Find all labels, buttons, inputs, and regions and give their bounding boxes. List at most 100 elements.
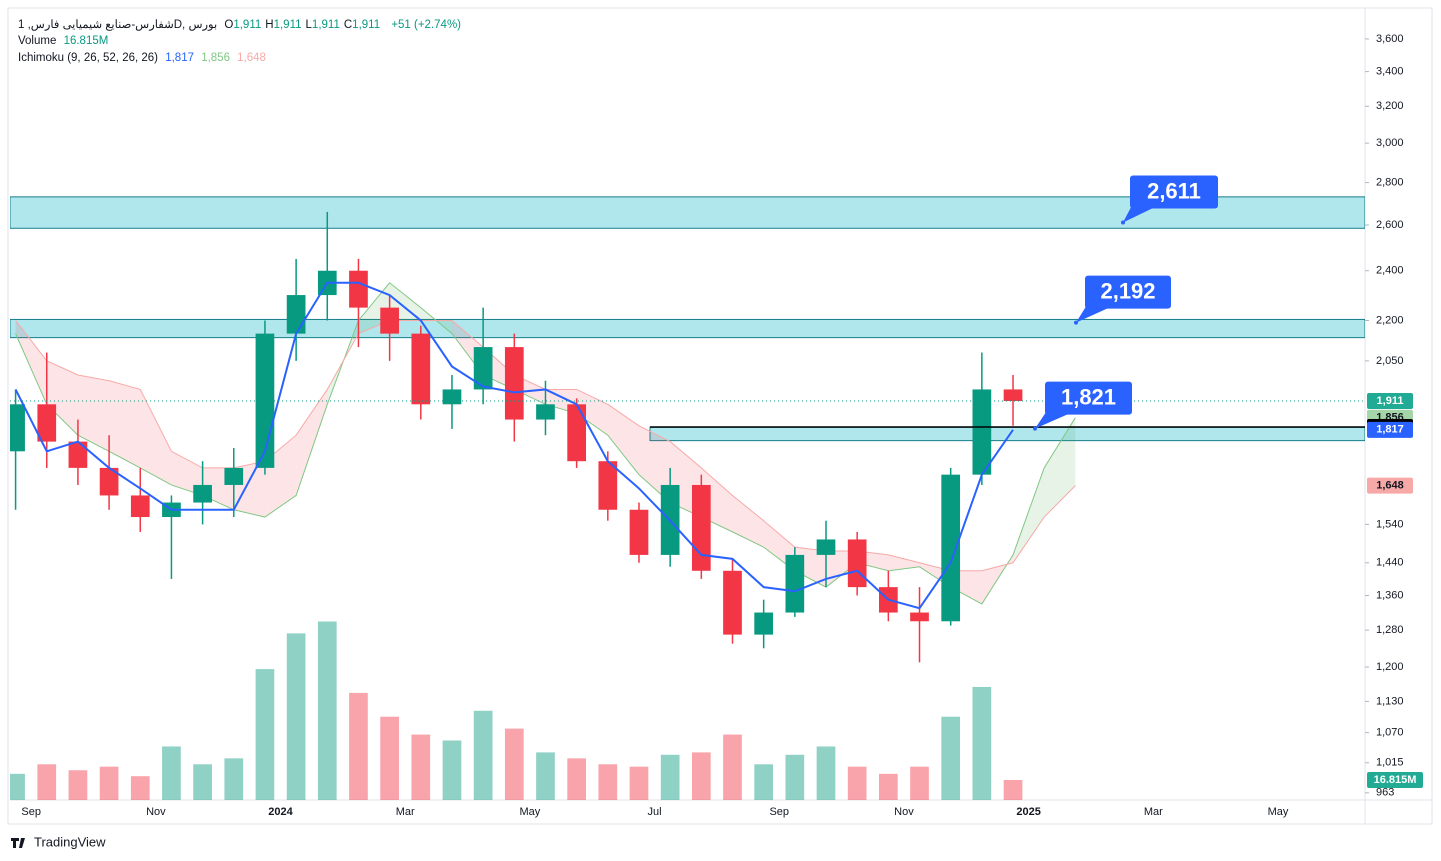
brand-logo (11, 838, 25, 848)
change: +51 (+2.74%) (391, 19, 461, 31)
plot (10, 196, 1365, 800)
candle-body (1003, 389, 1023, 402)
ohlc-key: H (265, 19, 274, 31)
ichimoku-legend: Ichimoku (9, 26, 52, 26, 26) 1,817 1,856… (18, 52, 270, 64)
volume-bar (910, 766, 929, 800)
volume-bar (349, 692, 368, 800)
volume-bar (37, 764, 57, 800)
volume-value: 16.815M (63, 35, 109, 47)
volume-bar (193, 764, 212, 800)
cloud-fill (1013, 467, 1045, 563)
candle-body (941, 474, 961, 622)
volume-tag-label: 16.815M (1374, 774, 1417, 786)
cloud-fill (109, 380, 141, 468)
candle-body (411, 333, 431, 405)
candle-body (99, 467, 119, 496)
x-tick-label: Nov (894, 806, 914, 818)
cloud-fill (15, 320, 47, 405)
x-tick-label: Mar (396, 806, 415, 818)
cloud-fill (296, 389, 328, 496)
volume-bar (411, 734, 431, 800)
volume-bar (754, 764, 774, 800)
volume-bar (723, 734, 742, 800)
candle-body (224, 467, 244, 485)
volume-bar (286, 633, 306, 800)
volume-bar (162, 746, 181, 800)
cloud-fill (888, 554, 920, 571)
x-tick-label: Sep (769, 806, 789, 818)
candle-body (847, 539, 867, 588)
ohlc-value: 1,911 (233, 19, 262, 31)
volume-bar (380, 716, 399, 800)
x-tick-label: 2024 (268, 806, 293, 818)
ohlc-value: 1,911 (273, 19, 302, 31)
cloud-fill (77, 374, 110, 452)
price-tag-label: 1,817 (1376, 424, 1404, 436)
x-tick-label: Nov (146, 806, 166, 818)
candle-body (193, 484, 212, 503)
candle-body (68, 441, 88, 468)
volume-bar (972, 686, 992, 800)
price-tag (1367, 421, 1413, 438)
x-tick-label: May (1268, 806, 1289, 818)
candle-body (37, 404, 57, 442)
callout-point (1033, 426, 1037, 431)
y-tick-label: 2,800 (1376, 177, 1404, 189)
candle-body (723, 570, 742, 635)
candle-body (691, 484, 711, 571)
y-tick-label: 2,400 (1376, 265, 1404, 277)
price-tag-label: 1,911 (1377, 395, 1404, 407)
volume-bar (660, 754, 680, 800)
volume-bar (878, 773, 898, 800)
volume-bar (224, 758, 244, 800)
candle-body (349, 270, 368, 308)
ichimoku-label: Ichimoku (9, 26, 52, 26, 26) (18, 52, 158, 64)
volume-legend: Volume 16.815M (18, 35, 112, 47)
y-tick-label: 2,200 (1376, 314, 1404, 326)
cloud-fill (140, 389, 172, 485)
x-tick-label: 2025 (1016, 806, 1040, 818)
candle-body (504, 347, 524, 420)
span-b-value: 1,648 (237, 52, 266, 64)
candle-body (286, 295, 306, 334)
y-tick-label: 963 (1376, 787, 1394, 799)
candle-body (910, 612, 929, 622)
y-tick-label: 1,200 (1376, 661, 1404, 673)
cloud-fill (638, 425, 671, 503)
volume-bar (598, 764, 618, 800)
volume-bar (99, 766, 119, 800)
candle-body (567, 404, 586, 462)
cloud-fill (46, 360, 78, 436)
y-tick-label: 1,015 (1376, 757, 1404, 769)
y-tick-label: 3,200 (1376, 100, 1404, 112)
span-b-line (15, 319, 1076, 572)
ohlc-value: 1,911 (311, 19, 340, 31)
callout-point (1074, 320, 1078, 325)
y-tick-label: 1,280 (1376, 624, 1404, 636)
callout-label: 1,821 (1061, 384, 1116, 409)
candle-body (536, 404, 555, 420)
ohlc: O1,911 H1,911 L1,911 C1,911 (224, 19, 384, 31)
y-tick-label: 1,440 (1376, 557, 1404, 569)
volume-bar (629, 766, 649, 800)
volume-tag (1367, 771, 1423, 788)
callout-box (1130, 175, 1218, 209)
span-a-value: 1,856 (201, 52, 230, 64)
y-tick-label: 3,600 (1376, 33, 1404, 45)
candle-body (473, 347, 493, 390)
price-tag-label: 1,648 (1376, 480, 1404, 492)
candle-body (754, 612, 774, 635)
cloud-fill (1044, 417, 1076, 518)
volume-bar (130, 776, 150, 800)
candle-body (598, 461, 618, 510)
volume-bar (1003, 779, 1023, 800)
y-tick-label: 1,540 (1376, 518, 1404, 530)
y-tick-label: 2,600 (1376, 219, 1404, 231)
y-tick-label: 2,050 (1376, 355, 1404, 367)
candle-body (130, 495, 150, 518)
ohlc-key: O (224, 19, 234, 31)
volume-bar (567, 758, 586, 800)
volume-bar (785, 754, 805, 800)
